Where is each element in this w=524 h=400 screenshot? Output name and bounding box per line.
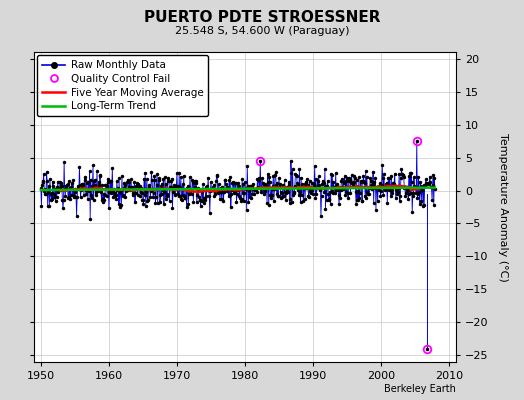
Text: PUERTO PDTE STROESSNER: PUERTO PDTE STROESSNER (144, 10, 380, 25)
Text: Berkeley Earth: Berkeley Earth (384, 384, 456, 394)
Text: 25.548 S, 54.600 W (Paraguay): 25.548 S, 54.600 W (Paraguay) (174, 26, 350, 36)
Y-axis label: Temperature Anomaly (°C): Temperature Anomaly (°C) (498, 133, 508, 281)
Legend: Raw Monthly Data, Quality Control Fail, Five Year Moving Average, Long-Term Tren: Raw Monthly Data, Quality Control Fail, … (37, 55, 209, 116)
